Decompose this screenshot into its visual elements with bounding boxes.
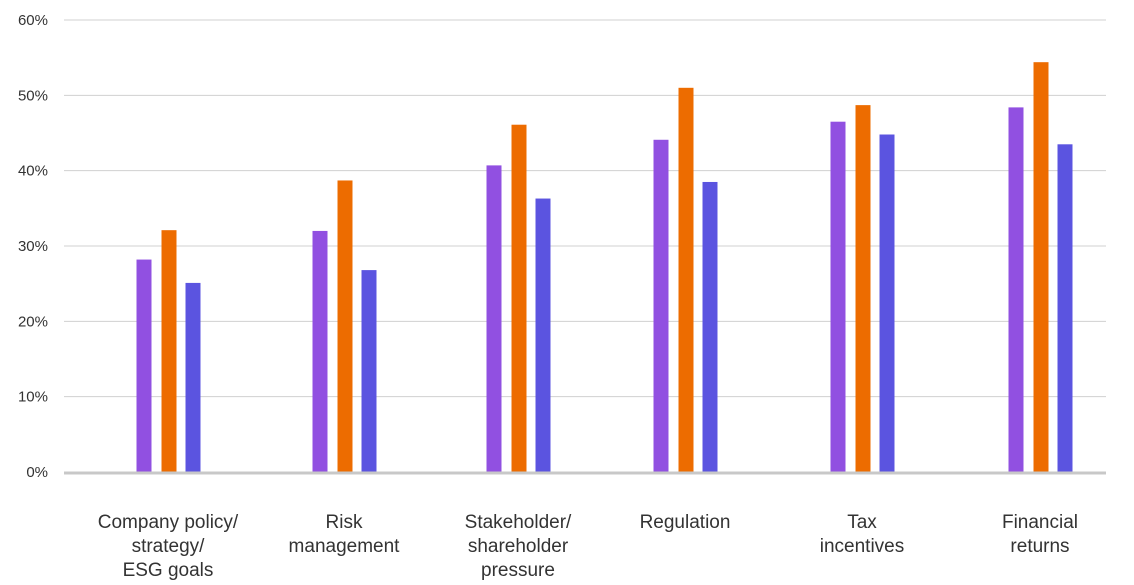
- x-category-label-line: pressure: [481, 560, 555, 581]
- x-category-label: Financial returns: [1002, 512, 1078, 557]
- bar: [337, 180, 353, 472]
- bar: [136, 259, 152, 472]
- x-category-label: Risk management: [289, 512, 401, 557]
- x-category-label-line: shareholder: [468, 536, 569, 557]
- bar: [1057, 144, 1073, 473]
- x-category-label-line: Stakeholder/: [465, 512, 572, 533]
- x-category-label-line: Risk: [326, 512, 363, 533]
- bar: [511, 124, 527, 473]
- bar: [879, 134, 895, 473]
- x-category-label-line: Company policy/: [98, 512, 239, 533]
- bar: [855, 105, 871, 473]
- bar: [312, 230, 328, 472]
- x-category-label-line: Tax: [847, 512, 877, 533]
- y-tick-label: 40%: [18, 163, 48, 180]
- gridlines: [64, 19, 1106, 398]
- y-tick-label: 50%: [18, 87, 48, 104]
- y-tick-label: 20%: [18, 313, 48, 330]
- x-category-label-line: Financial: [1002, 512, 1078, 533]
- y-axis-ticks: 0% 10% 20% 30% 40% 50% 60%: [18, 12, 48, 481]
- bar: [702, 181, 718, 472]
- bar: [1008, 107, 1024, 473]
- bar: [361, 270, 377, 472]
- y-tick-label: 60%: [18, 12, 48, 29]
- x-category-label-line: ESG goals: [123, 560, 214, 581]
- bars: [136, 62, 1073, 473]
- bar: [678, 87, 694, 473]
- x-category-label: Stakeholder/shareholder pressure: [465, 512, 572, 581]
- x-category-label: Tax incentives: [820, 512, 905, 557]
- x-category-label-line: Regulation: [640, 512, 731, 533]
- x-category-label-line: returns: [1010, 536, 1069, 557]
- bar: [830, 121, 846, 472]
- x-category-label: Regulation: [640, 512, 731, 533]
- bar: [161, 230, 177, 472]
- bar: [535, 198, 551, 473]
- x-category-label-line: incentives: [820, 536, 905, 557]
- x-category-label-line: strategy/: [132, 536, 206, 557]
- x-category-label-line: management: [289, 536, 401, 557]
- y-tick-label: 10%: [18, 389, 48, 406]
- x-category-label: Company policy/strategy/ESG goals: [98, 512, 239, 581]
- y-tick-label: 30%: [18, 238, 48, 255]
- bar: [486, 165, 502, 473]
- bar: [653, 139, 669, 472]
- bar: [185, 282, 201, 472]
- x-axis-category-labels: Company policy/strategy/ESG goals Risk man…: [98, 512, 1078, 581]
- y-tick-label: 0%: [26, 464, 48, 481]
- bar: [1033, 62, 1049, 472]
